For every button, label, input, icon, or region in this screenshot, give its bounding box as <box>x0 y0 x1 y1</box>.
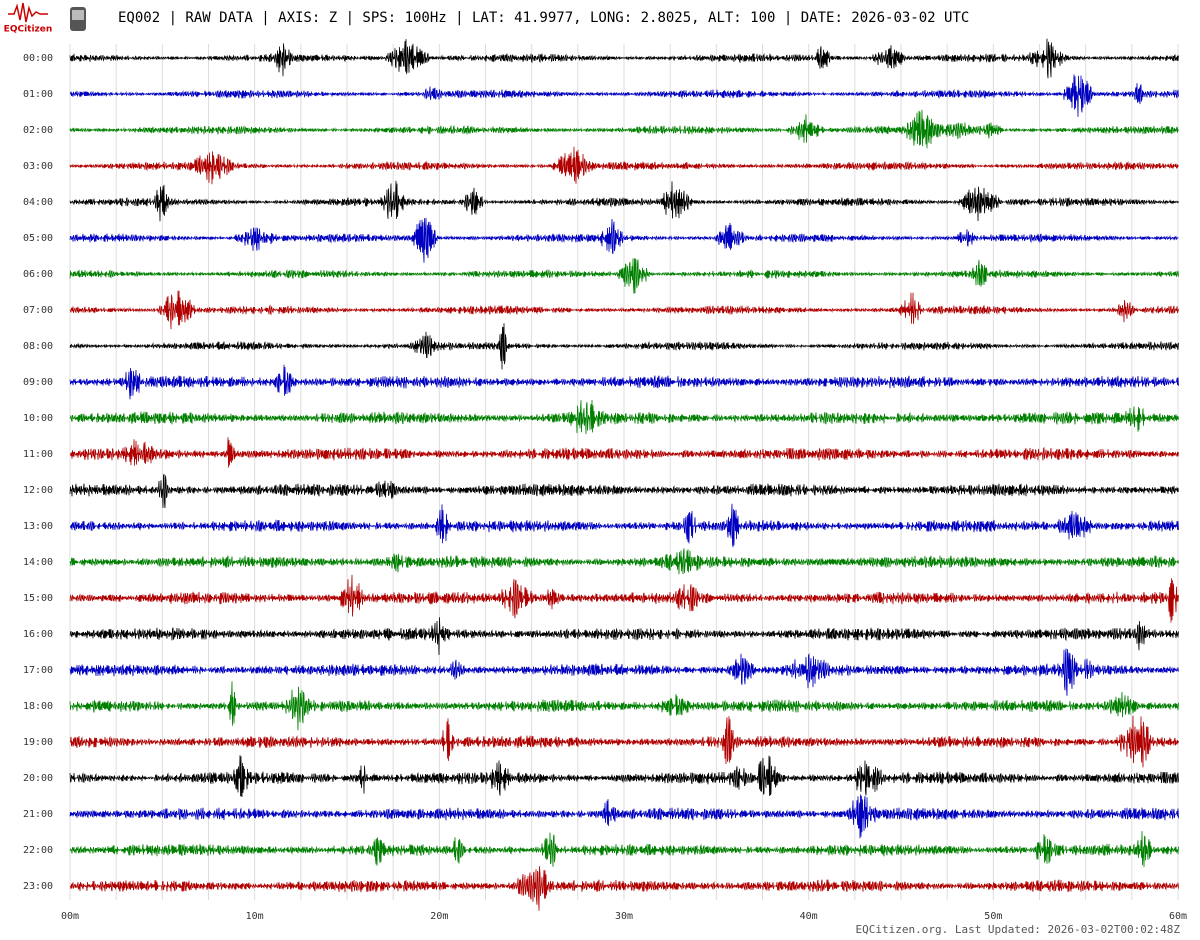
row-label: 20:00 <box>23 773 53 784</box>
waveform <box>69 180 1179 222</box>
x-tick-label: 40m <box>800 911 818 922</box>
row-label: 12:00 <box>23 485 53 496</box>
waveform <box>69 323 1179 370</box>
waveform <box>69 715 1179 768</box>
row-label: 08:00 <box>23 341 53 352</box>
row-label: 13:00 <box>23 521 53 532</box>
waveform <box>69 755 1179 798</box>
row-label: 17:00 <box>23 665 53 676</box>
waveform <box>69 74 1179 117</box>
x-tick-label: 30m <box>615 911 633 922</box>
x-tick-label: 50m <box>984 911 1002 922</box>
waveform <box>69 794 1179 839</box>
row-label: 19:00 <box>23 737 53 748</box>
waveform <box>69 146 1179 185</box>
row-label: 02:00 <box>23 125 53 136</box>
row-label: 05:00 <box>23 233 53 244</box>
row-label: 16:00 <box>23 629 53 640</box>
x-tick-label: 60m <box>1169 911 1187 922</box>
row-label: 21:00 <box>23 809 53 820</box>
waveform <box>69 831 1179 868</box>
waveform <box>69 217 1179 263</box>
waveform <box>69 38 1179 79</box>
logo-text: EQCitizen <box>4 25 53 35</box>
x-tick-label: 20m <box>430 911 448 922</box>
row-label: 00:00 <box>23 53 53 64</box>
row-label: 18:00 <box>23 701 53 712</box>
waveform <box>69 473 1179 509</box>
row-label: 22:00 <box>23 845 53 856</box>
waveform <box>69 258 1179 294</box>
row-label: 06:00 <box>23 269 53 280</box>
x-tick-label: 00m <box>61 911 79 922</box>
logo: EQCitizen <box>4 2 86 35</box>
waveform <box>69 364 1179 400</box>
waveform <box>69 290 1179 330</box>
waveform <box>69 548 1179 575</box>
row-label: 09:00 <box>23 377 53 388</box>
waveform <box>69 648 1179 696</box>
row-label: 03:00 <box>23 161 53 172</box>
footer: EQCitizen.org. Last Updated: 2026-03-02T… <box>855 923 1180 936</box>
row-label: 10:00 <box>23 413 53 424</box>
row-label: 07:00 <box>23 305 53 316</box>
waveform <box>69 437 1179 468</box>
row-label: 23:00 <box>23 881 53 892</box>
row-label: 11:00 <box>23 449 53 460</box>
waveform <box>70 503 1179 548</box>
row-label: 01:00 <box>23 89 53 100</box>
waveform <box>69 866 1179 911</box>
waveform <box>69 617 1179 656</box>
row-label: 04:00 <box>23 197 53 208</box>
x-tick-label: 10m <box>246 911 264 922</box>
waveform <box>69 574 1179 623</box>
row-label: 14:00 <box>23 557 53 568</box>
waveform <box>69 109 1179 149</box>
waveform <box>69 399 1179 435</box>
title: EQ002 | RAW DATA | AXIS: Z | SPS: 100Hz … <box>118 10 969 26</box>
waveform <box>69 681 1179 731</box>
row-label: 15:00 <box>23 593 53 604</box>
